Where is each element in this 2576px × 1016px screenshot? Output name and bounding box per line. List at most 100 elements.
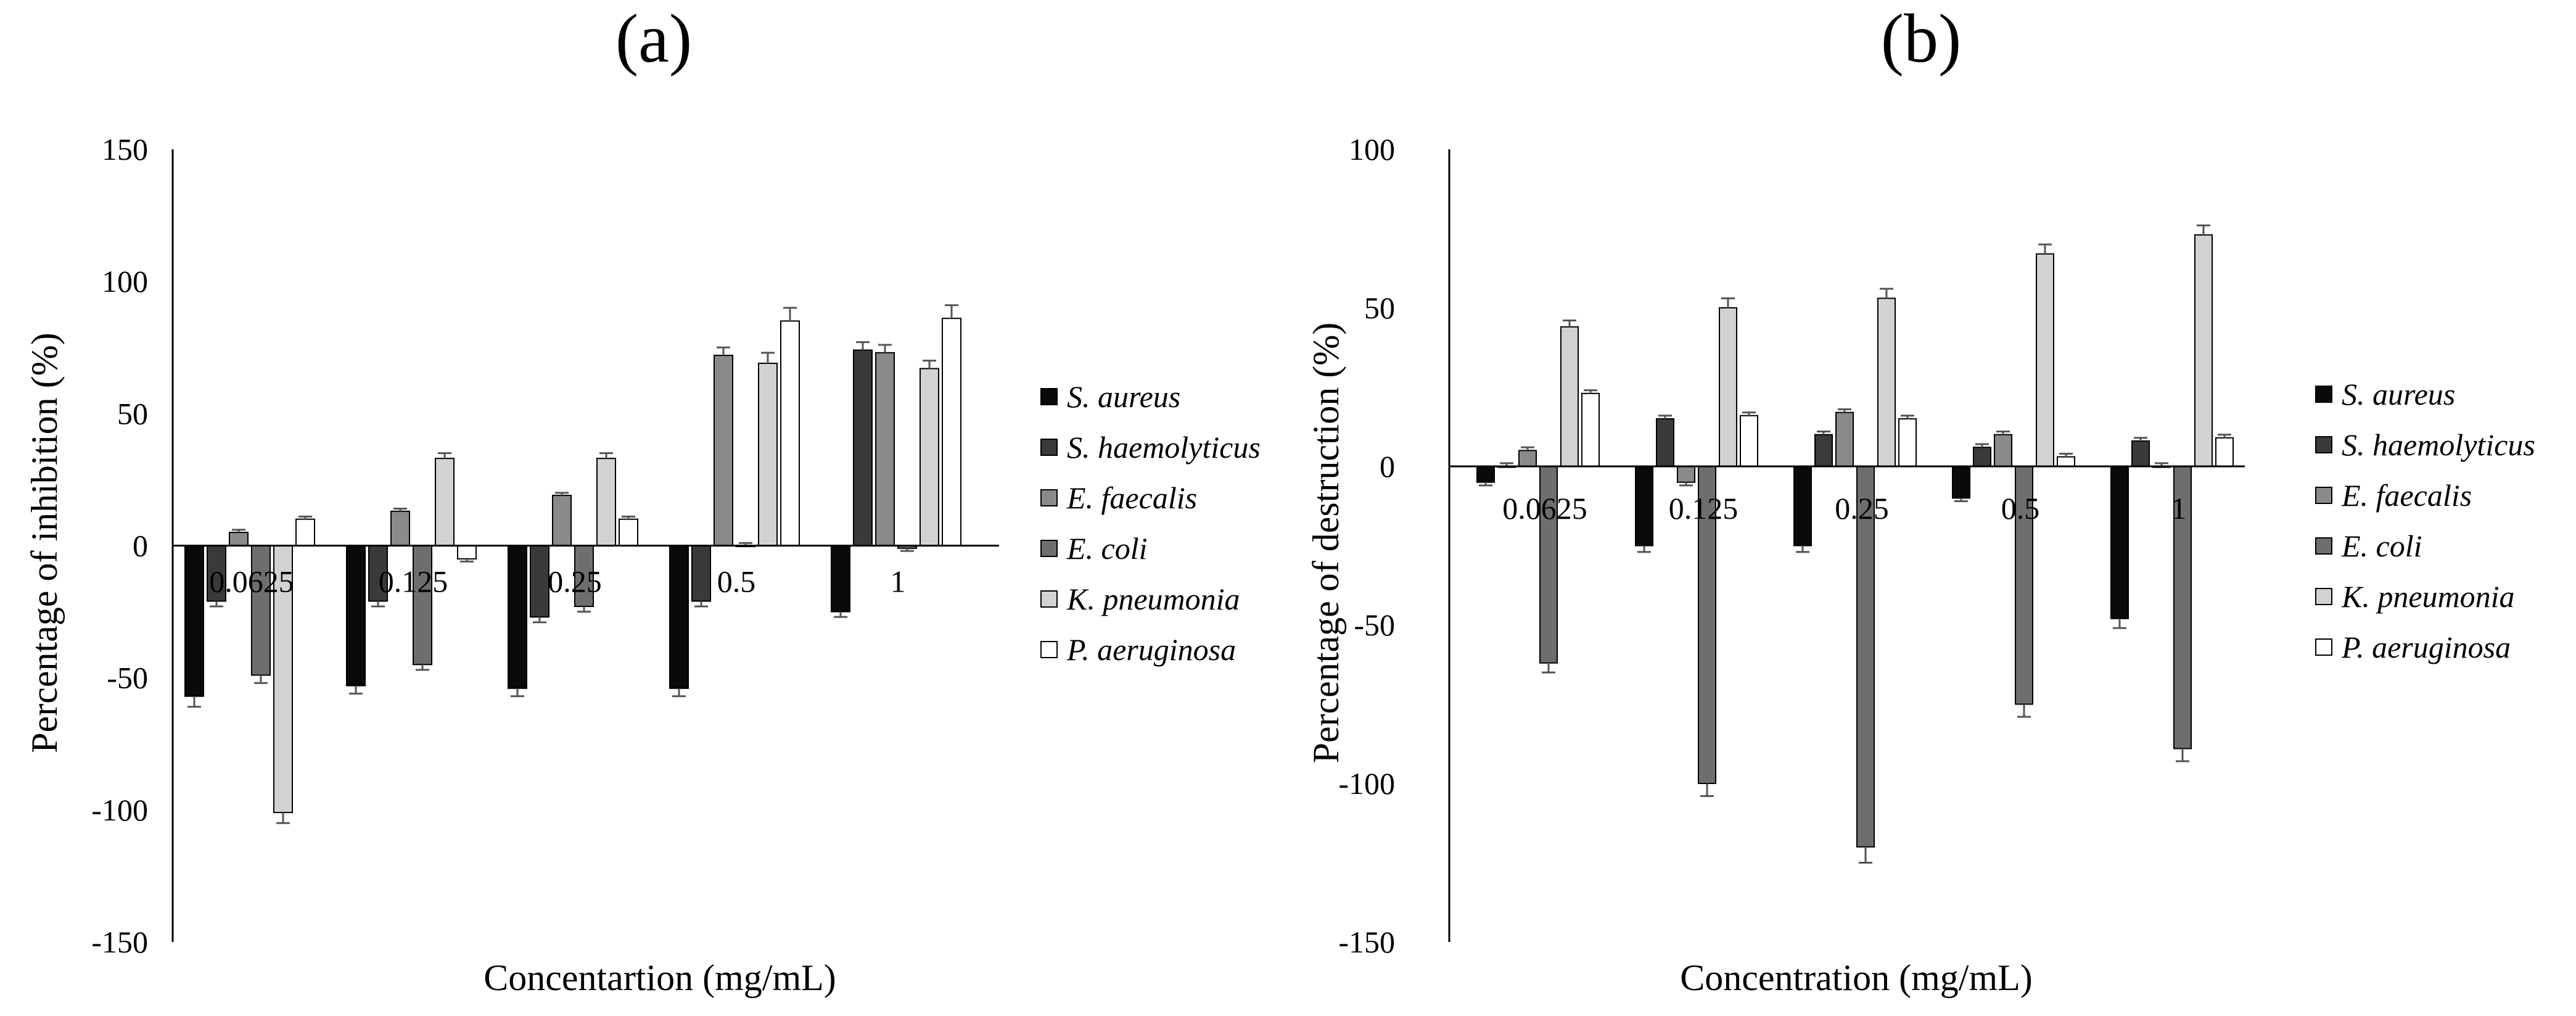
y-tick-label: 100 xyxy=(102,264,148,299)
error-bar-s-aureus-0-25 xyxy=(1796,545,1809,553)
error-bar-s-haemolyticus-0-25 xyxy=(1817,430,1830,435)
x-tick-label: 0.25 xyxy=(548,564,602,599)
error-bar-e-faecalis-0-5 xyxy=(717,346,730,356)
error-bar-p-aeruginosa-0-125 xyxy=(460,558,474,563)
legend-swatch xyxy=(1040,439,1058,456)
legend-item-s-haemolyticus: S. haemolyticus xyxy=(2315,427,2535,462)
error-bar-s-haemolyticus-0-125 xyxy=(371,601,385,608)
x-tick-label: 0.5 xyxy=(717,564,756,599)
bar-s-haemolyticus-0-5 xyxy=(1973,447,1991,467)
legend-label: K. pneumonia xyxy=(1066,582,1240,616)
legend-label: S. aureus xyxy=(1067,379,1180,414)
bar-group xyxy=(184,304,961,824)
y-tick-label: -150 xyxy=(91,925,148,959)
error-bar-e-coli-0-5 xyxy=(2017,704,2031,718)
bar-s-haemolyticus-1 xyxy=(853,349,873,547)
error-bar-p-aeruginosa-0-125 xyxy=(1742,411,1756,416)
error-bar-s-haemolyticus-1 xyxy=(856,341,870,350)
error-bar-s-aureus-0-0625 xyxy=(1479,482,1492,487)
x-axis-label: Concentration (mg/mL) xyxy=(1680,957,2033,998)
y-tick-label: 0 xyxy=(133,529,148,563)
bar-e-faecalis-0-25 xyxy=(1835,411,1854,467)
error-bar-k-pneumonia-0-125 xyxy=(438,452,451,459)
error-bar-s-aureus-1 xyxy=(2113,618,2126,629)
legend-item-e-coli: E. coli xyxy=(2315,529,2422,563)
error-bar-e-coli-0-25 xyxy=(1859,846,1872,864)
bar-s-haemolyticus-0-25 xyxy=(1814,434,1833,467)
legend-item-s-aureus: S. aureus xyxy=(2315,377,2455,411)
legend-label: P. aeruginosa xyxy=(2341,630,2511,664)
error-bar-e-coli-0-25 xyxy=(577,606,591,613)
chart-panel-b: (b) 100 50 0 -50 -100 -150 0.0625 0.125 0.25 0.5… xyxy=(1306,1,2535,998)
x-tick-label: 1 xyxy=(891,564,906,599)
error-bar-e-faecalis-0-0625 xyxy=(1521,446,1534,451)
error-bar-k-pneumonia-1 xyxy=(923,360,936,369)
error-bar-s-haemolyticus-0-5 xyxy=(694,601,708,608)
y-tick-label: 150 xyxy=(102,132,148,167)
error-bar-e-coli-0-0625 xyxy=(1542,663,1555,674)
x-axis-label: Concentartion (mg/mL) xyxy=(484,957,836,998)
bar-e-coli-0-125 xyxy=(413,545,432,666)
y-tick-label: 50 xyxy=(1364,291,1395,325)
bar-s-aureus-1 xyxy=(831,545,850,613)
error-bar-s-haemolyticus-0-125 xyxy=(1658,415,1672,419)
bar-s-aureus-0-5 xyxy=(1952,466,1970,499)
error-bar-s-haemolyticus-0-5 xyxy=(1975,443,1989,448)
legend-label: E. coli xyxy=(2341,529,2422,563)
bar-e-coli-0-125 xyxy=(1698,466,1716,784)
bar-e-faecalis-0-125 xyxy=(390,510,410,547)
bar-p-aeruginosa-0-5 xyxy=(2057,456,2075,468)
error-bar-k-pneumonia-0-5 xyxy=(761,352,775,363)
y-axis-label: Percentage of destruction (%) xyxy=(1306,323,1346,764)
bar-e-faecalis-0-125 xyxy=(1677,466,1695,483)
x-tick-label: 0.0625 xyxy=(209,564,294,599)
legend-label: E. faecalis xyxy=(1066,481,1197,515)
y-tick-label: 50 xyxy=(117,396,148,431)
bar-s-aureus-0-25 xyxy=(508,545,527,689)
legend: S. aureus S. haemolyticus E. faecalis E. co… xyxy=(2315,377,2535,664)
error-bar-s-aureus-0-25 xyxy=(511,688,524,698)
bar-p-aeruginosa-0-5 xyxy=(780,320,800,547)
legend-swatch xyxy=(1040,540,1058,557)
bar-e-faecalis-0-0625 xyxy=(1518,450,1537,467)
error-bar-e-faecalis-0-25 xyxy=(555,492,569,496)
x-tick-label: 0.125 xyxy=(1669,491,1739,526)
error-bar-e-coli-0-125 xyxy=(416,664,429,671)
legend-item-p-aeruginosa: P. aeruginosa xyxy=(2315,630,2511,664)
legend-item-p-aeruginosa: P. aeruginosa xyxy=(1040,632,1236,667)
bar-k-pneumonia-0-25 xyxy=(596,458,616,547)
x-tick-label: 0.25 xyxy=(1835,491,1889,526)
error-bar-e-faecalis-0-125 xyxy=(393,508,407,511)
y-tick-label: 100 xyxy=(1349,132,1395,167)
error-bar-s-aureus-0-125 xyxy=(1637,545,1651,553)
legend-label: K. pneumonia xyxy=(2341,579,2515,614)
error-bar-e-coli-0-125 xyxy=(1700,783,1714,798)
legend-label: S. haemolyticus xyxy=(2342,427,2535,462)
bar-s-haemolyticus-0-25 xyxy=(530,545,549,618)
y-tick-label: -100 xyxy=(1338,766,1395,801)
legend-swatch xyxy=(2315,588,2332,605)
chart-title: (a) xyxy=(615,1,692,77)
legend-item-k-pneumonia: K. pneumonia xyxy=(1040,582,1240,616)
x-tick-label: 0.125 xyxy=(379,564,448,599)
error-bar-s-haemolyticus-0-0625 xyxy=(210,601,223,608)
x-tick-label: 0.5 xyxy=(2001,491,2040,526)
bar-s-aureus-0-5 xyxy=(669,545,689,689)
error-bar-p-aeruginosa-0-25 xyxy=(622,515,635,519)
error-bar-e-faecalis-0-0625 xyxy=(232,529,245,533)
bar-s-aureus-0-125 xyxy=(346,545,366,687)
legend-swatch xyxy=(1040,388,1058,405)
error-bar-e-faecalis-1 xyxy=(878,344,892,353)
legend-swatch xyxy=(2315,436,2332,453)
bar-k-pneumonia-0-125 xyxy=(435,458,455,547)
bar-p-aeruginosa-1 xyxy=(942,318,961,547)
bar-s-aureus-1 xyxy=(2110,466,2129,619)
bar-group xyxy=(1476,224,2234,864)
category-labels: 0.0625 0.125 0.25 0.5 1 xyxy=(209,564,905,599)
error-bar-e-coli-0-0625 xyxy=(254,675,268,684)
legend-label: E. coli xyxy=(1066,531,1148,566)
error-bar-p-aeruginosa-0-25 xyxy=(1901,415,1914,419)
legend-label: S. aureus xyxy=(2342,377,2455,411)
y-tick-label: -50 xyxy=(107,661,148,695)
